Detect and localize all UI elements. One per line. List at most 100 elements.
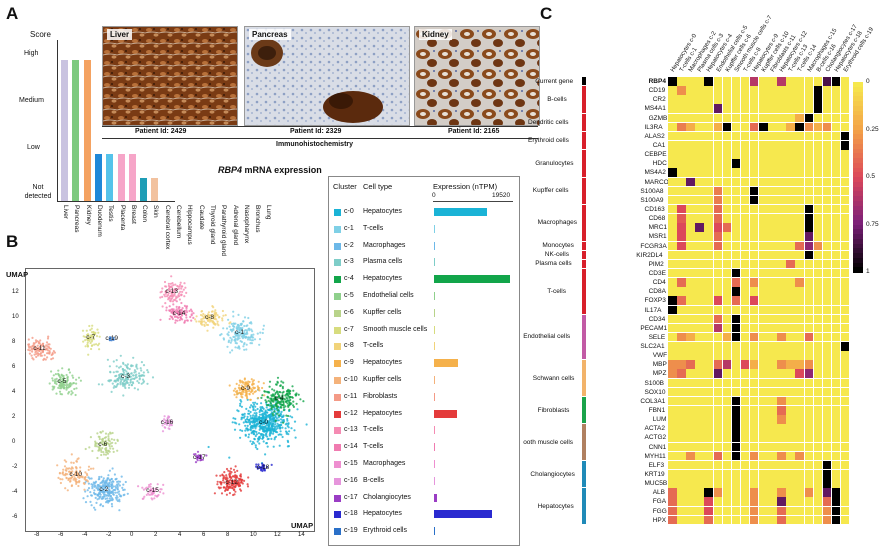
heatmap-cell bbox=[795, 122, 804, 132]
umap-point bbox=[233, 471, 237, 474]
umap-point bbox=[286, 417, 289, 421]
heatmap-cell bbox=[813, 241, 823, 251]
heatmap-cell bbox=[713, 415, 722, 424]
heatmap-cell bbox=[786, 232, 795, 241]
umap-point bbox=[102, 477, 105, 480]
umap-point bbox=[135, 376, 138, 379]
umap-point bbox=[285, 414, 288, 417]
heatmap-cell bbox=[722, 122, 732, 132]
umap-point bbox=[168, 305, 171, 308]
heatmap-cell bbox=[795, 177, 804, 187]
umap-point bbox=[112, 371, 115, 374]
heatmap-cell bbox=[786, 250, 795, 260]
umap-point bbox=[242, 333, 245, 336]
umap-cluster-c-2 bbox=[82, 467, 129, 512]
umap-point bbox=[238, 329, 242, 332]
heatmap-group-bar-10 bbox=[582, 268, 586, 314]
heatmap-cell bbox=[668, 177, 677, 187]
heatmap-cell bbox=[704, 305, 713, 315]
heatmap-cell bbox=[668, 460, 677, 470]
heatmap-cell bbox=[759, 506, 768, 516]
umap-point bbox=[121, 486, 124, 489]
heatmap-cell bbox=[813, 442, 823, 452]
heatmap-cell bbox=[704, 177, 713, 187]
heatmap-group-label-14: ooth muscle cells bbox=[523, 438, 574, 446]
heatmap-cell bbox=[795, 214, 804, 223]
umap-point bbox=[62, 382, 65, 385]
umap-point bbox=[245, 421, 248, 424]
heatmap-cell bbox=[668, 515, 677, 525]
umap-point bbox=[42, 358, 45, 361]
heatmap-gene-ca1: CA1 bbox=[652, 141, 666, 149]
umap-point bbox=[262, 382, 265, 385]
heatmap-group-label-6: Macrophages bbox=[537, 219, 577, 227]
umap-point bbox=[118, 493, 121, 496]
umap-point bbox=[110, 445, 113, 448]
umap-point bbox=[270, 399, 273, 402]
umap-point bbox=[100, 450, 103, 453]
heatmap-cell bbox=[740, 305, 750, 315]
umap-point bbox=[207, 445, 210, 449]
umap-point bbox=[270, 420, 273, 423]
umap-point bbox=[105, 451, 108, 454]
umap-point bbox=[186, 319, 189, 322]
tissue-label-placenta: Placenta bbox=[118, 205, 126, 231]
heatmap-cell bbox=[740, 415, 750, 424]
umap-point bbox=[99, 489, 102, 492]
umap-point bbox=[62, 468, 65, 471]
heatmap-cell bbox=[740, 241, 750, 251]
umap-point bbox=[31, 336, 34, 339]
umap-point bbox=[122, 483, 125, 486]
umap-point bbox=[305, 423, 308, 426]
heatmap-cell bbox=[749, 515, 759, 525]
umap-point bbox=[246, 329, 249, 332]
umap-point bbox=[231, 421, 234, 424]
umap-point bbox=[239, 481, 242, 484]
heatmap-gene-alas2: ALAS2 bbox=[644, 132, 665, 140]
heatmap-cell bbox=[777, 268, 786, 278]
umap-point bbox=[101, 430, 104, 433]
heatmap-cell bbox=[822, 488, 832, 497]
umap-point bbox=[138, 372, 141, 375]
umap-point bbox=[239, 489, 243, 492]
heatmap-cell bbox=[749, 415, 759, 424]
heatmap-cell bbox=[813, 415, 823, 424]
umap-point bbox=[243, 378, 246, 381]
umap-point bbox=[75, 467, 78, 470]
legend-celltype: Fibroblasts bbox=[363, 392, 398, 400]
umap-point bbox=[295, 393, 298, 396]
heatmap-cell bbox=[777, 241, 786, 251]
heatmap-cell bbox=[686, 479, 695, 488]
heatmap-cell bbox=[677, 232, 686, 241]
umap-point bbox=[94, 493, 97, 496]
heatmap-cell bbox=[813, 342, 823, 351]
umap-point bbox=[70, 393, 73, 396]
umap-point bbox=[225, 467, 229, 471]
umap-point bbox=[65, 469, 68, 472]
heatmap-cell bbox=[831, 378, 841, 388]
umap-point bbox=[238, 384, 241, 387]
umap-point bbox=[275, 428, 278, 431]
umap-point bbox=[179, 317, 182, 320]
heatmap-cell bbox=[686, 95, 695, 104]
heatmap-cell bbox=[686, 451, 695, 461]
heatmap-cell bbox=[822, 278, 832, 287]
umap-point bbox=[114, 385, 117, 389]
heatmap-cell bbox=[831, 479, 841, 488]
legend-row-c-17: c-17 Cholangiocytes bbox=[329, 493, 517, 503]
umap-point bbox=[234, 346, 237, 349]
heatmap-cell bbox=[777, 396, 786, 406]
umap-point bbox=[53, 385, 56, 388]
heatmap-cell bbox=[749, 122, 759, 132]
heatmap-cell bbox=[822, 323, 832, 333]
heatmap-group-bar-2 bbox=[582, 113, 586, 131]
umap-point bbox=[175, 305, 178, 308]
umap-point bbox=[234, 490, 237, 493]
heatmap-cell bbox=[677, 360, 686, 369]
heatmap-cell bbox=[822, 406, 832, 415]
heatmap-group-bar-15 bbox=[582, 460, 586, 488]
umap-point bbox=[102, 451, 105, 454]
umap-point bbox=[238, 347, 241, 350]
umap-point bbox=[232, 493, 235, 497]
umap-point bbox=[250, 378, 253, 381]
